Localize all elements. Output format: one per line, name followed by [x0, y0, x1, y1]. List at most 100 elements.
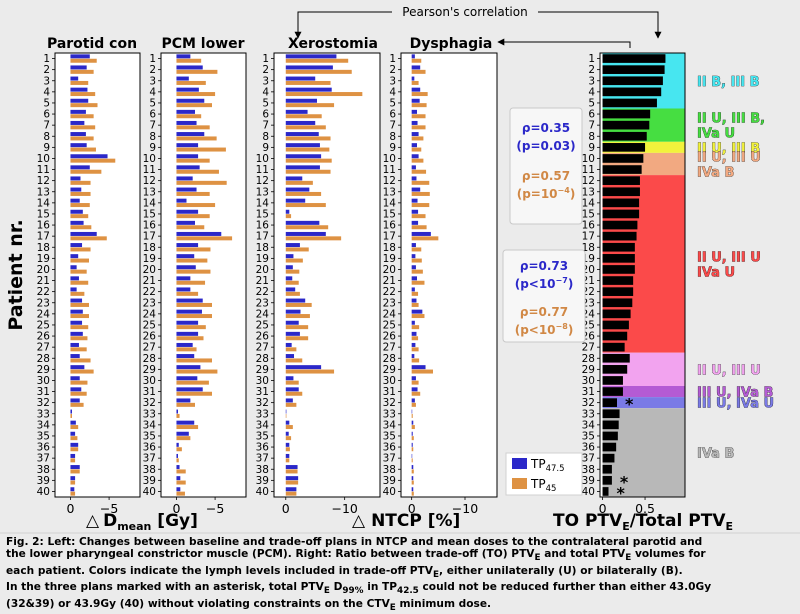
bar-tp475: [176, 54, 191, 59]
bar-tp475: [411, 309, 423, 314]
y-tick-label: 36: [143, 442, 157, 454]
bar-tp475: [70, 398, 80, 403]
bar-tp475: [411, 187, 421, 192]
bar-tp45: [411, 358, 420, 363]
bar-tp45: [176, 291, 199, 296]
bar-tp475: [70, 376, 80, 381]
bar-tp45: [285, 447, 290, 452]
bar-tp475: [176, 187, 197, 192]
y-tick-label: 13: [582, 186, 595, 198]
ratio-bar: [602, 442, 617, 452]
caption-sub: E: [432, 570, 440, 581]
bar-tp475: [176, 132, 205, 137]
pearson-label: Pearson's correlation: [402, 5, 527, 19]
bar-tp475: [411, 409, 413, 414]
bar-tp45: [285, 491, 297, 496]
bar-tp475: [70, 254, 79, 259]
bar-tp45: [411, 92, 428, 97]
bar-tp475: [411, 220, 419, 225]
bar-tp475: [411, 132, 419, 137]
caption-text: in TP: [363, 581, 398, 594]
caption-text: D: [329, 581, 343, 594]
y-tick-label: 3: [588, 75, 595, 87]
y-tick-label: 33: [143, 408, 156, 420]
bar-tp45: [285, 314, 310, 319]
bar-tp475: [285, 209, 290, 214]
correlation-box-frame: [502, 249, 586, 343]
y-tick-label: 36: [582, 442, 596, 454]
y-tick-label: 11: [383, 164, 396, 176]
bar-tp45: [285, 236, 342, 241]
bar-tp475: [411, 143, 417, 148]
y-tick-label: 19: [383, 253, 396, 265]
bar-tp45: [70, 147, 96, 152]
figure: 1234567891011121314151617181920212223242…: [0, 3, 800, 534]
bar-tp475: [285, 231, 326, 236]
correlation-rho: ρ=0.77: [520, 305, 568, 319]
y-tick-label: 8: [262, 131, 269, 143]
y-tick-label: 9: [262, 142, 269, 154]
bar-tp475: [70, 487, 75, 492]
bar-tp45: [70, 436, 78, 441]
bar-tp475: [70, 187, 82, 192]
group-label: IVa U: [697, 127, 735, 142]
bar-tp45: [176, 191, 210, 196]
y-tick-label: 23: [143, 297, 156, 309]
y-tick-label: 18: [37, 242, 50, 254]
bar-tp45: [176, 447, 182, 452]
y-tick-label: 30: [256, 375, 269, 387]
ratio-bar: [602, 398, 617, 407]
bar-tp45: [411, 58, 422, 63]
bar-tp475: [285, 487, 297, 492]
x-tick-label: 0: [408, 501, 416, 516]
y-tick-label: 37: [37, 453, 50, 465]
y-tick-label: 6: [389, 109, 396, 121]
correlation-rho: ρ=0.35: [522, 121, 570, 135]
bar-tp45: [285, 203, 326, 208]
bar-tp45: [411, 147, 422, 152]
bar-tp45: [176, 147, 226, 152]
bar-tp475: [176, 409, 178, 414]
y-tick-label: 16: [37, 220, 51, 232]
bar-tp475: [285, 120, 316, 125]
bar-tp475: [411, 154, 419, 159]
y-tick-label: 38: [383, 464, 396, 476]
caption-sub: 42.5: [397, 586, 419, 597]
y-tick-label: 38: [37, 464, 50, 476]
bar-tp45: [285, 247, 309, 252]
caption-text: , either unilaterally (U) or bilaterally…: [439, 564, 683, 577]
y-tick-label: 12: [256, 175, 269, 187]
bar-tp475: [70, 231, 97, 236]
ratio-bar: [602, 320, 629, 330]
bar-tp475: [176, 98, 205, 103]
bar-tp475: [285, 331, 300, 336]
bar-tp475: [411, 398, 415, 403]
bar-tp45: [285, 136, 331, 141]
bar-tp45: [70, 325, 89, 330]
bar-tp45: [411, 247, 422, 252]
bar-tp45: [176, 269, 211, 274]
ratio-bar: [602, 154, 644, 163]
bar-tp45: [176, 169, 219, 174]
bar-tp45: [176, 236, 233, 241]
bar-tp475: [70, 453, 76, 458]
bar-tp475: [176, 365, 201, 370]
ratio-bar: [602, 287, 634, 296]
bar-tp45: [285, 325, 309, 330]
bar-tp475: [70, 154, 108, 159]
ratio-bar: [602, 242, 635, 252]
caption-text: each patient. Colors indicate the lymph …: [6, 564, 433, 577]
bar-tp475: [70, 442, 79, 447]
y-tick-label: 35: [37, 430, 50, 442]
bar-tp45: [176, 302, 212, 307]
group-label: III U, IVa U: [697, 397, 774, 412]
bar-tp45: [70, 458, 76, 463]
y-tick-label: 32: [582, 397, 595, 409]
bar-tp475: [70, 132, 86, 137]
y-tick-label: 26: [37, 331, 51, 343]
asterisk-marker: *: [625, 395, 634, 414]
caption-line-5: (32&39) or 43.9Gy (40) without violating…: [6, 598, 796, 614]
bar-tp45: [176, 425, 199, 430]
y-tick-label: 38: [256, 464, 269, 476]
bar-tp45: [411, 114, 426, 119]
